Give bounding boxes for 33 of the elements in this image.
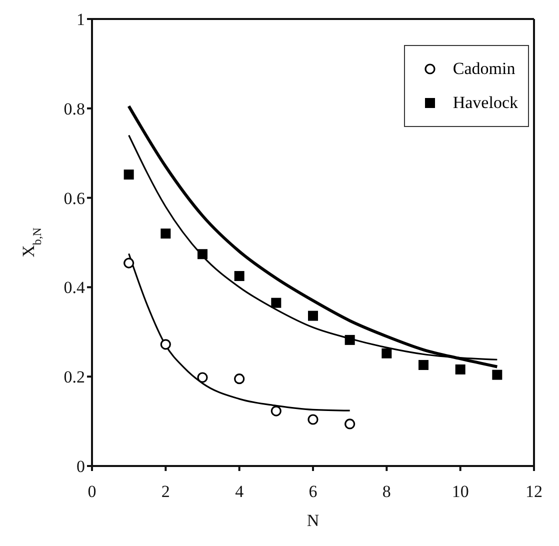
x-tick-label: 6 (308, 482, 318, 502)
point (124, 258, 134, 268)
point (234, 271, 244, 282)
point (344, 334, 355, 345)
point (308, 310, 318, 321)
point (270, 406, 282, 416)
x-axis-title: N (306, 511, 320, 530)
point (197, 372, 208, 383)
point (344, 418, 356, 430)
x-tick-label: 10 (452, 482, 469, 502)
y-tick-label: 0.8 (64, 99, 85, 118)
point (198, 249, 208, 260)
point (160, 339, 171, 350)
point (234, 374, 245, 384)
y-tick-label: 0.4 (64, 278, 86, 298)
legend-label: Cadomin (452, 59, 516, 79)
point (271, 298, 282, 308)
point (382, 348, 392, 358)
point (455, 364, 466, 374)
y-tick-label: 0 (76, 457, 85, 476)
point (308, 414, 318, 425)
point (492, 370, 502, 380)
legend-label: Havelock (452, 93, 518, 113)
x-tick-label: 8 (382, 482, 391, 502)
x-tick-label: 2 (161, 482, 170, 502)
point (418, 360, 428, 370)
y-tick-label: 0.6 (64, 188, 85, 208)
point (124, 170, 134, 180)
y-tick-label: 0.2 (64, 368, 85, 387)
x-tick-label: 4 (235, 482, 244, 502)
y-tick-label: 1 (76, 10, 85, 30)
point (160, 228, 171, 239)
x-tick-label: 12 (526, 482, 542, 502)
